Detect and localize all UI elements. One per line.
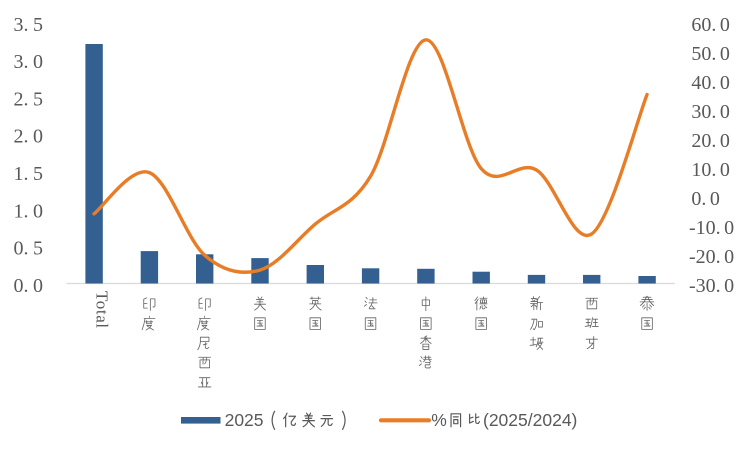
svg-text:2025: 2025 bbox=[225, 410, 264, 430]
svg-text:2.0: 2. 0 bbox=[14, 126, 44, 148]
svg-text:0.0: 0. 0 bbox=[691, 188, 720, 210]
svg-text:(2025/2024): (2025/2024) bbox=[483, 410, 577, 430]
svg-text:50.0: 50. 0 bbox=[691, 43, 730, 65]
svg-text:20.0: 20. 0 bbox=[691, 130, 730, 152]
svg-text:3.5: 3. 5 bbox=[14, 14, 44, 36]
svg-text:%: % bbox=[431, 410, 447, 430]
svg-text:40.0: 40. 0 bbox=[691, 72, 730, 94]
svg-text:-10.0: -10. 0 bbox=[689, 217, 734, 239]
svg-text:10.0: 10. 0 bbox=[691, 159, 730, 181]
svg-text:0.5: 0. 5 bbox=[14, 238, 44, 260]
svg-text:0.0: 0. 0 bbox=[14, 275, 44, 297]
svg-text:Total: Total bbox=[93, 291, 112, 329]
svg-text:2.5: 2. 5 bbox=[14, 88, 44, 110]
svg-text:1.0: 1. 0 bbox=[14, 200, 44, 222]
svg-text:3.0: 3. 0 bbox=[14, 51, 44, 73]
svg-text:60.0: 60. 0 bbox=[691, 14, 730, 36]
svg-text:-20.0: -20. 0 bbox=[689, 246, 734, 268]
svg-text:30.0: 30. 0 bbox=[691, 101, 730, 123]
svg-text:-30.0: -30. 0 bbox=[689, 275, 734, 297]
svg-text:1.5: 1. 5 bbox=[14, 163, 44, 185]
